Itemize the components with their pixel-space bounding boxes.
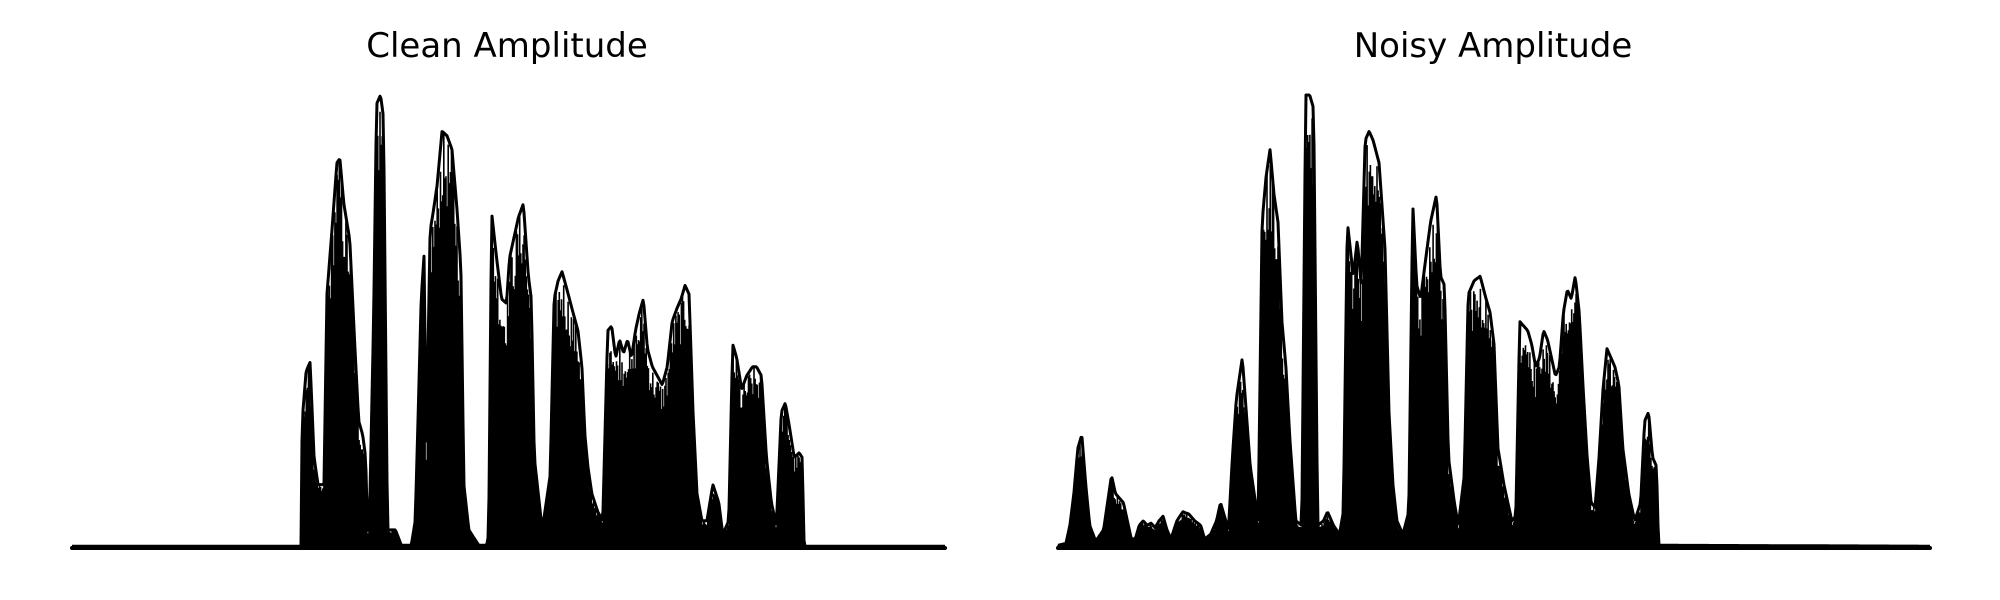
clean-amplitude-chart: Clean Amplitude (70, 26, 947, 550)
chart-title-noisy: Noisy Amplitude (1354, 26, 1633, 66)
noisy-amplitude-plot (1056, 93, 1932, 550)
clean-amplitude-plot (70, 94, 947, 550)
clean-amplitude-envelope (71, 94, 946, 548)
chart-title-clean: Clean Amplitude (366, 26, 648, 66)
noisy-amplitude-envelope (1057, 93, 1931, 548)
noisy-amplitude-chart: Noisy Amplitude (1056, 26, 1932, 550)
